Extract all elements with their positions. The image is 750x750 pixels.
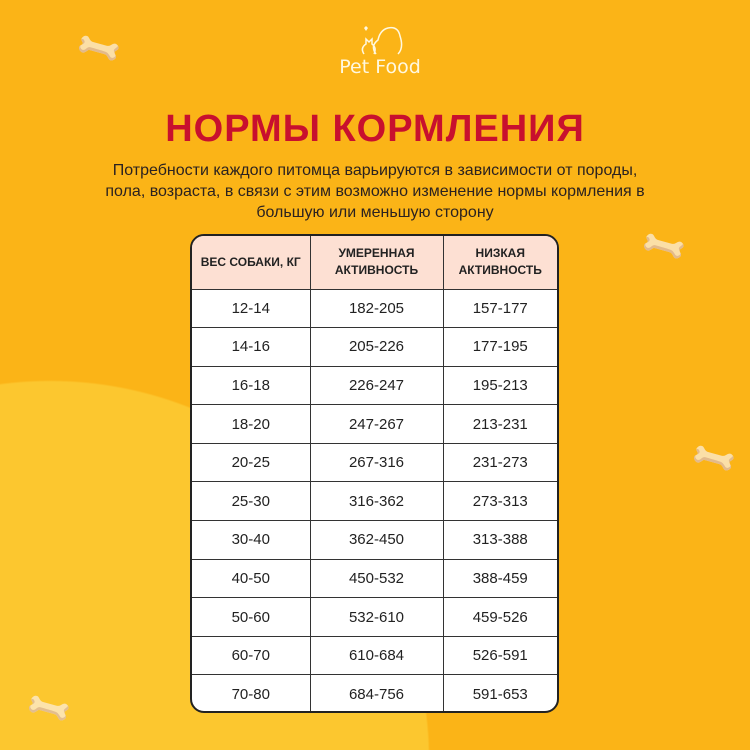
dog-cat-icon [361,26,403,55]
table-cell: 526-591 [442,635,557,676]
table-row: 20-25 267-316 231-273 [192,442,557,483]
table-cell: 16-18 [192,365,311,406]
table-cell: 362-450 [309,520,444,560]
table-cell: 195-213 [442,365,557,406]
table-cell: 205-226 [309,327,444,367]
table-cell: 316-362 [309,481,444,522]
table-cell: 231-273 [442,442,557,483]
table-cell: 20-25 [192,442,311,483]
table-cell: 182-205 [309,288,444,329]
table-cell: 532-610 [309,597,444,637]
table-cell: 226-247 [309,365,444,406]
column-header: ВЕС СОБАКИ, КГ [192,236,311,290]
table-cell: 177-195 [442,327,557,367]
table-cell: 70-80 [192,674,311,711]
column-header: НИЗКАЯ АКТИВНОСТЬ [442,236,557,290]
table-row: 60-70 610-684 526-591 [192,635,557,676]
bone-icon: 🦴 [687,432,741,484]
table-row: 25-30 316-362 273-313 [192,481,557,522]
table-cell: 450-532 [309,558,444,599]
table-cell: 388-459 [442,558,557,599]
table-cell: 213-231 [442,404,557,444]
logo: Pet Food [320,22,440,78]
table-cell: 12-14 [192,288,311,329]
table-cell: 50-60 [192,597,311,637]
table-cell: 684-756 [309,674,444,711]
table-row: 50-60 532-610 459-526 [192,597,557,637]
table-row: 40-50 450-532 388-459 [192,558,557,599]
bone-icon: 🦴 [637,220,691,272]
column-header: УМЕРЕННАЯ АКТИВНОСТЬ [309,236,444,290]
table-cell: 40-50 [192,558,311,599]
table-cell: 25-30 [192,481,311,522]
table-row: 18-20 247-267 213-231 [192,404,557,444]
table-row: 12-14 182-205 157-177 [192,288,557,329]
table-cell: 591-653 [442,674,557,711]
table-row: 30-40 362-450 313-388 [192,520,557,560]
table-cell: 14-16 [192,327,311,367]
table-row: 14-16 205-226 177-195 [192,327,557,367]
table-cell: 18-20 [192,404,311,444]
table-cell: 610-684 [309,635,444,676]
feeding-table: ВЕС СОБАКИ, КГ УМЕРЕННАЯ АКТИВНОСТЬ НИЗК… [190,234,559,713]
subtitle: Потребности каждого питомца варьируются … [105,162,645,221]
table-cell: 267-316 [309,442,444,483]
table-cell: 459-526 [442,597,557,637]
bone-icon: 🦴 [22,682,76,734]
table-cell: 273-313 [442,481,557,522]
table-cell: 30-40 [192,520,311,560]
table-cell: 157-177 [442,288,557,329]
page-title: НОРМЫ КОРМЛЕНИЯ [165,108,585,150]
table-cell: 60-70 [192,635,311,676]
table-cell: 313-388 [442,520,557,560]
table-row: 70-80 684-756 591-653 [192,674,557,711]
logo-name: Pet Food [339,56,421,78]
bone-icon: 🦴 [72,22,126,74]
table-row: 16-18 226-247 195-213 [192,365,557,406]
table-cell: 247-267 [309,404,444,444]
table-header-row: ВЕС СОБАКИ, КГ УМЕРЕННАЯ АКТИВНОСТЬ НИЗК… [192,236,557,290]
